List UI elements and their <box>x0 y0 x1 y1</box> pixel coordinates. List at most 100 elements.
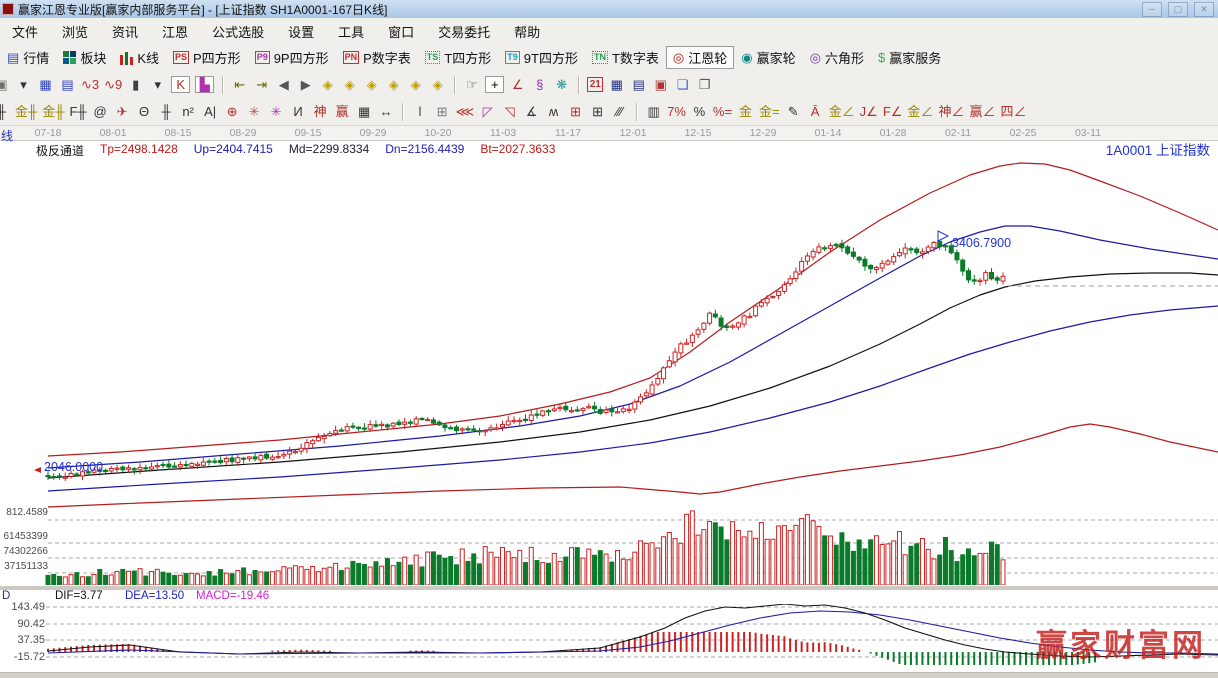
ibeam-icon[interactable]: Ⅰ <box>418 104 423 119</box>
menu-item-5[interactable]: 设置 <box>288 24 315 40</box>
box-measure-icon[interactable]: ⊞ <box>436 104 448 119</box>
width-measure-icon[interactable]: ↔ <box>379 104 393 119</box>
export-icon[interactable]: ❏ <box>676 77 689 92</box>
diamond-left-icon[interactable]: ◈ <box>322 77 333 92</box>
gold-ruler-icon[interactable]: 金╫ <box>15 104 38 119</box>
gold-angle2-icon[interactable]: 金∠ <box>907 104 934 119</box>
f-ruler-icon[interactable]: F╫ <box>69 104 87 119</box>
zigzag-icon[interactable]: ʍ <box>548 104 559 119</box>
first-bar-icon[interactable]: ⇤ <box>234 77 246 92</box>
memo-icon[interactable]: ▤ <box>632 77 645 92</box>
gann-star-icon[interactable]: ✳ <box>248 104 260 119</box>
calendar-icon[interactable]: 21 <box>587 77 604 92</box>
gann-grid2-icon[interactable]: ⊞ <box>592 104 604 119</box>
percent-level-icon[interactable]: %= <box>712 104 733 119</box>
si-angle-icon[interactable]: 四∠ <box>1000 104 1027 119</box>
toolbar-button-winner-wheel[interactable]: ◉ 赢家轮 <box>734 46 802 69</box>
f-angle-icon[interactable]: F∠ <box>882 104 903 119</box>
parallel-lines-icon[interactable]: ∕∕∕ <box>616 104 623 119</box>
toolbar-button-sectors[interactable]: 板块 <box>56 46 113 69</box>
prev-bar-icon[interactable]: ◀ <box>278 77 289 92</box>
ying-ruler-icon[interactable]: 赢 <box>335 104 349 119</box>
indicator-chart-icon[interactable]: ▙ <box>195 76 215 93</box>
menu-item-4[interactable]: 公式选股 <box>212 24 265 40</box>
angle-draw-icon[interactable]: ∠ <box>511 77 524 92</box>
edit-dropdown-icon[interactable]: ▾ <box>20 77 27 92</box>
percent-icon[interactable]: % <box>693 104 706 119</box>
ying-angle-icon[interactable]: 赢∠ <box>969 104 996 119</box>
diamond-expand-icon[interactable]: ◈ <box>366 77 377 92</box>
wave3-icon[interactable]: ∿3 <box>81 77 100 92</box>
price-scale-icon[interactable]: ▥ <box>647 104 660 119</box>
toolbar-button-winner-service[interactable]: $ 赢家服务 <box>871 46 948 69</box>
toolbar-button-gann-wheel[interactable]: ◎ 江恩轮 <box>665 46 735 69</box>
menu-item-8[interactable]: 交易委托 <box>438 24 491 40</box>
wave9-icon[interactable]: ∿9 <box>104 77 123 92</box>
toolbar-button-kline[interactable]: K线 <box>113 46 166 69</box>
toolbar-button-p-number-table[interactable]: PN P数字表 <box>336 46 418 69</box>
tick-ruler-icon[interactable]: ╫ <box>161 104 171 119</box>
menu-item-9[interactable]: 帮助 <box>514 24 541 40</box>
hand-tool-icon[interactable]: ☞ <box>465 77 478 92</box>
boxed-star-icon[interactable]: ✳ <box>270 104 282 119</box>
j-angle-icon[interactable]: J∠ <box>859 104 878 119</box>
fan-box-icon[interactable]: ◸ <box>482 104 493 119</box>
menu-item-0[interactable]: 文件 <box>12 24 39 40</box>
save-icon[interactable]: ▣ <box>654 77 667 92</box>
menu-item-2[interactable]: 资讯 <box>112 24 139 40</box>
spiral-icon[interactable]: @ <box>93 104 107 119</box>
toolbar-button-p-square[interactable]: PS P四方形 <box>166 46 248 69</box>
toolbar-button-hexagon[interactable]: ◎ 六角形 <box>803 46 871 69</box>
annotate-pen-icon[interactable]: ✎ <box>787 104 799 119</box>
angle-fan-icon[interactable]: ∡ <box>525 104 538 119</box>
fan-lines-icon[interactable]: ⋘ <box>455 104 475 119</box>
menu-item-7[interactable]: 窗口 <box>388 24 415 40</box>
smart-analysis-icon[interactable]: ❋ <box>556 77 568 92</box>
last-bar-icon[interactable]: ⇥ <box>256 77 268 92</box>
gold-section-icon[interactable]: 金 <box>739 104 753 119</box>
percent-strike-icon[interactable]: 7% <box>667 104 686 119</box>
menu-item-6[interactable]: 工具 <box>338 24 365 40</box>
close-button[interactable]: ✕ <box>1194 2 1214 17</box>
gann-grid-icon[interactable]: ⊞ <box>570 104 582 119</box>
maximize-button[interactable]: ▢ <box>1168 2 1188 17</box>
gold-ruler2-icon[interactable]: 金╫ <box>42 104 65 119</box>
grid123-icon[interactable]: ▦ <box>357 104 371 119</box>
toolbar-button-9t-square[interactable]: T9 9T四方形 <box>498 46 585 69</box>
candle-style-icon[interactable]: ▮ <box>132 77 140 92</box>
next-bar-icon[interactable]: ▶ <box>300 77 311 92</box>
diamond-compress-icon[interactable]: ◈ <box>388 77 399 92</box>
minimize-button[interactable]: ─ <box>1142 2 1162 17</box>
gann-target-icon[interactable]: ⊕ <box>226 104 238 119</box>
crosshair-tool-icon[interactable]: + <box>485 76 505 93</box>
band-icon[interactable]: Ā <box>810 104 820 119</box>
diamond-vertical-icon[interactable]: ◈ <box>410 77 421 92</box>
kline-main-icon[interactable]: K <box>171 76 191 93</box>
toolbar-button-9p-square[interactable]: P9 9P四方形 <box>248 46 336 69</box>
elliott-icon[interactable]: И <box>293 104 303 119</box>
toolbar-button-quotes[interactable]: ▤ 行情 <box>0 46 56 69</box>
print-icon[interactable]: ❐ <box>698 77 711 92</box>
menu-item-3[interactable]: 江恩 <box>162 24 189 40</box>
gold-level-icon[interactable]: 金= <box>759 104 780 119</box>
gann-ruler-icon[interactable]: ╫ <box>0 103 10 120</box>
shen-ruler-icon[interactable]: 神 <box>313 104 327 119</box>
rocket-icon[interactable]: ✈ <box>116 104 128 119</box>
mesh-chart-icon[interactable]: ▦ <box>39 77 52 92</box>
time-cycle-icon[interactable]: Θ <box>139 104 150 119</box>
quote-list-icon[interactable]: ▤ <box>61 77 74 92</box>
calculator-icon[interactable]: ▦ <box>610 77 623 92</box>
n-square-icon[interactable]: n² <box>182 104 194 119</box>
edit-mode-icon[interactable]: ▣ <box>0 76 10 93</box>
gold-angle-icon[interactable]: 金∠ <box>828 104 855 119</box>
shen-angle-icon[interactable]: 神∠ <box>938 104 965 119</box>
diamond-all-icon[interactable]: ◈ <box>432 77 443 92</box>
diamond-right-icon[interactable]: ◈ <box>344 77 355 92</box>
toolbar-button-t-square[interactable]: TS T四方形 <box>418 46 498 69</box>
menu-item-1[interactable]: 浏览 <box>62 24 89 40</box>
candle-style-dropdown-icon[interactable]: ▾ <box>154 77 162 92</box>
fan-box2-icon[interactable]: ◹ <box>504 104 515 119</box>
toolbar-button-t-number-table[interactable]: TN T数字表 <box>585 46 666 69</box>
mirror-icon[interactable]: A| <box>204 104 217 119</box>
gann-kite-icon[interactable]: § <box>536 77 544 92</box>
